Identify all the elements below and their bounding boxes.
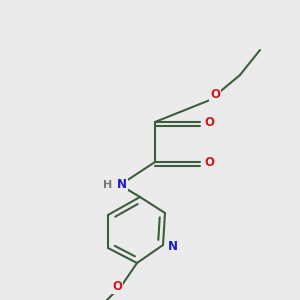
- Text: N: N: [117, 178, 127, 191]
- Text: O: O: [112, 280, 122, 293]
- Text: N: N: [168, 241, 178, 254]
- Text: O: O: [210, 88, 220, 101]
- Text: O: O: [204, 116, 214, 128]
- Text: O: O: [204, 155, 214, 169]
- Text: H: H: [103, 180, 112, 190]
